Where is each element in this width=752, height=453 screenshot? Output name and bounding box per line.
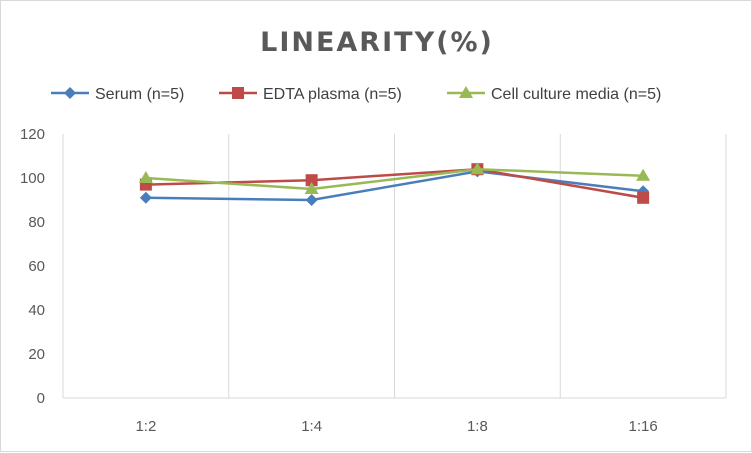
square-marker — [305, 174, 318, 187]
square-marker — [232, 87, 244, 99]
triangle-marker — [304, 182, 319, 194]
y-tick-label: 20 — [28, 346, 45, 363]
y-tick-label: 0 — [37, 390, 45, 407]
series — [138, 162, 651, 206]
legend-item: Serum (n=5) — [51, 86, 184, 103]
legend: Serum (n=5) EDTA plasma (n=5) Cell culture… — [51, 86, 661, 103]
x-tick-label: 1:4 — [301, 418, 322, 435]
legend-label: Cell culture media (n=5) — [491, 86, 661, 103]
chart-title: LINEARITY(%) — [260, 27, 494, 58]
series-cell — [138, 162, 651, 194]
triangle-marker — [636, 168, 651, 181]
y-tick-label: 120 — [20, 126, 45, 143]
diamond-marker — [305, 194, 318, 206]
axes: 0 20 40 60 80 100 120 1:2 1:4 1:8 1:16 — [20, 126, 726, 435]
legend-label: Serum (n=5) — [95, 86, 184, 103]
triangle-marker — [459, 86, 473, 98]
legend-item: Cell culture media (n=5) — [447, 86, 661, 103]
y-tick-label: 40 — [28, 302, 45, 319]
triangle-marker — [470, 162, 485, 175]
diamond-marker — [64, 87, 76, 99]
series-line — [145, 170, 644, 202]
series-line — [145, 167, 644, 191]
y-tick-label: 100 — [20, 170, 45, 187]
legend-label: EDTA plasma (n=5) — [263, 86, 402, 103]
x-tick-label: 1:2 — [135, 418, 156, 435]
diamond-marker — [139, 191, 152, 204]
triangle-marker — [138, 171, 153, 183]
legend-item: EDTA plasma (n=5) — [219, 86, 402, 103]
y-tick-label: 80 — [28, 214, 45, 231]
square-marker — [637, 191, 650, 204]
x-tick-label: 1:16 — [629, 418, 658, 435]
y-tick-label: 60 — [28, 258, 45, 275]
x-tick-label: 1:8 — [467, 418, 488, 435]
